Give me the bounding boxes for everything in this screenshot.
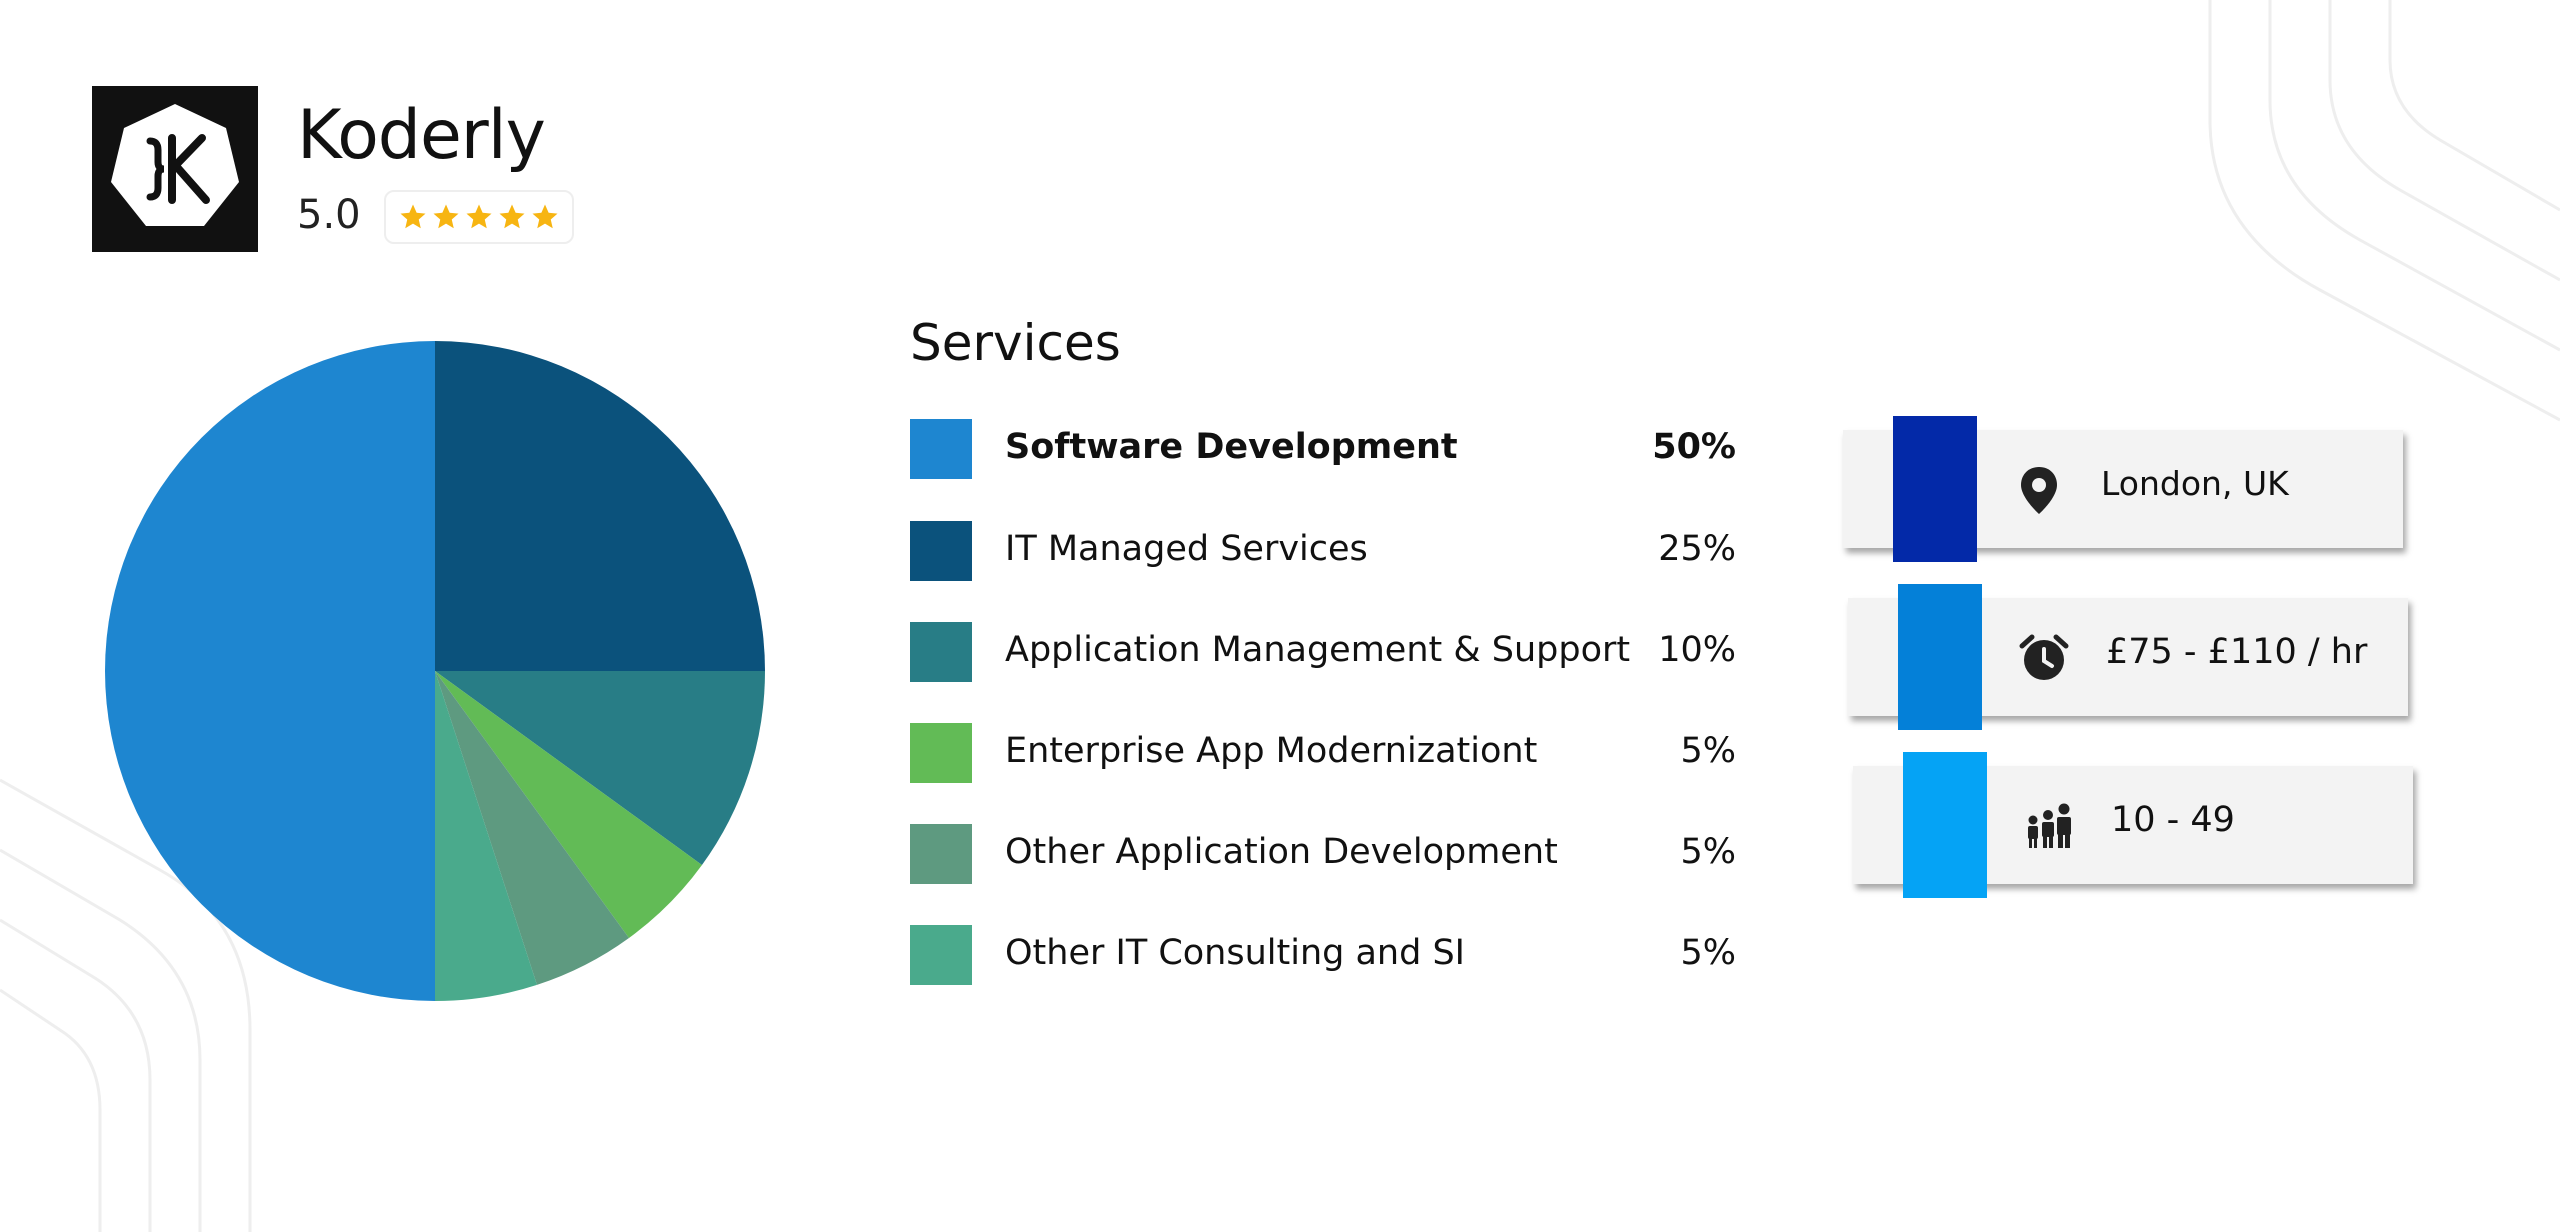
pie-slice-it-managed-services <box>435 341 765 671</box>
service-row-software-development: Software Development 50% <box>910 419 1736 479</box>
service-row-other-it-consulting: Other IT Consulting and SI 5% <box>910 925 1736 985</box>
service-percent: 5% <box>1680 832 1736 872</box>
hourly-rate-card: £75 - £110 / hr <box>1848 584 2408 730</box>
legend-swatch <box>910 419 972 479</box>
rating-value: 5.0 <box>297 192 361 238</box>
services-pie-chart <box>105 341 765 1001</box>
company-logo <box>92 86 258 252</box>
service-row-other-application-development: Other Application Development 5% <box>910 824 1736 884</box>
card-accent-tab <box>1903 752 1987 898</box>
pie-slice-other-it-consulting-and-si <box>435 671 537 1001</box>
star-icon <box>433 204 459 229</box>
service-row-application-management: Application Management & Support 10% <box>910 622 1736 682</box>
alarm-clock-icon <box>2019 634 2069 680</box>
service-row-it-managed-services: IT Managed Services 25% <box>910 521 1736 581</box>
koderly-logo-icon <box>111 104 239 226</box>
service-percent: 5% <box>1680 933 1736 973</box>
star-icon <box>499 204 525 229</box>
services-title: Services <box>910 314 1121 372</box>
service-percent: 10% <box>1658 630 1736 670</box>
service-label: Software Development <box>1005 427 1458 467</box>
service-label: Enterprise App Modernizationt <box>1005 731 1538 771</box>
service-percent: 5% <box>1680 731 1736 771</box>
company-name: Koderly <box>297 96 546 175</box>
employees-text: 10 - 49 <box>2111 800 2235 840</box>
service-label: Other Application Development <box>1005 832 1558 872</box>
people-icon <box>2028 803 2071 848</box>
pie-slice-application-management-support <box>435 671 765 865</box>
pie-slice-software-development <box>105 341 435 1001</box>
legend-swatch <box>910 521 972 581</box>
service-percent: 25% <box>1658 529 1736 569</box>
service-label: Other IT Consulting and SI <box>1005 933 1465 973</box>
star-icon <box>466 204 492 229</box>
service-label: Application Management & Support <box>1005 630 1631 670</box>
location-card: London, UK <box>1843 416 2403 562</box>
pie-slice-enterprise-app-modernizationt <box>435 671 702 938</box>
legend-swatch <box>910 723 972 783</box>
service-label: IT Managed Services <box>1005 529 1368 569</box>
map-pin-icon <box>2021 467 2057 514</box>
legend-swatch <box>910 824 972 884</box>
pie-slice-other-application-development <box>435 671 629 985</box>
card-accent-tab <box>1893 416 1977 562</box>
star-icon <box>532 204 558 229</box>
location-text: London, UK <box>2101 464 2289 503</box>
legend-swatch <box>910 925 972 985</box>
hourly-rate-text: £75 - £110 / hr <box>2106 632 2368 672</box>
legend-swatch <box>910 622 972 682</box>
card-accent-tab <box>1898 584 1982 730</box>
star-icon <box>400 204 426 229</box>
star-rating <box>384 190 574 244</box>
employees-card: 10 - 49 <box>1853 752 2413 898</box>
service-row-enterprise-app-modernization: Enterprise App Modernizationt 5% <box>910 723 1736 783</box>
service-percent: 50% <box>1652 427 1736 467</box>
